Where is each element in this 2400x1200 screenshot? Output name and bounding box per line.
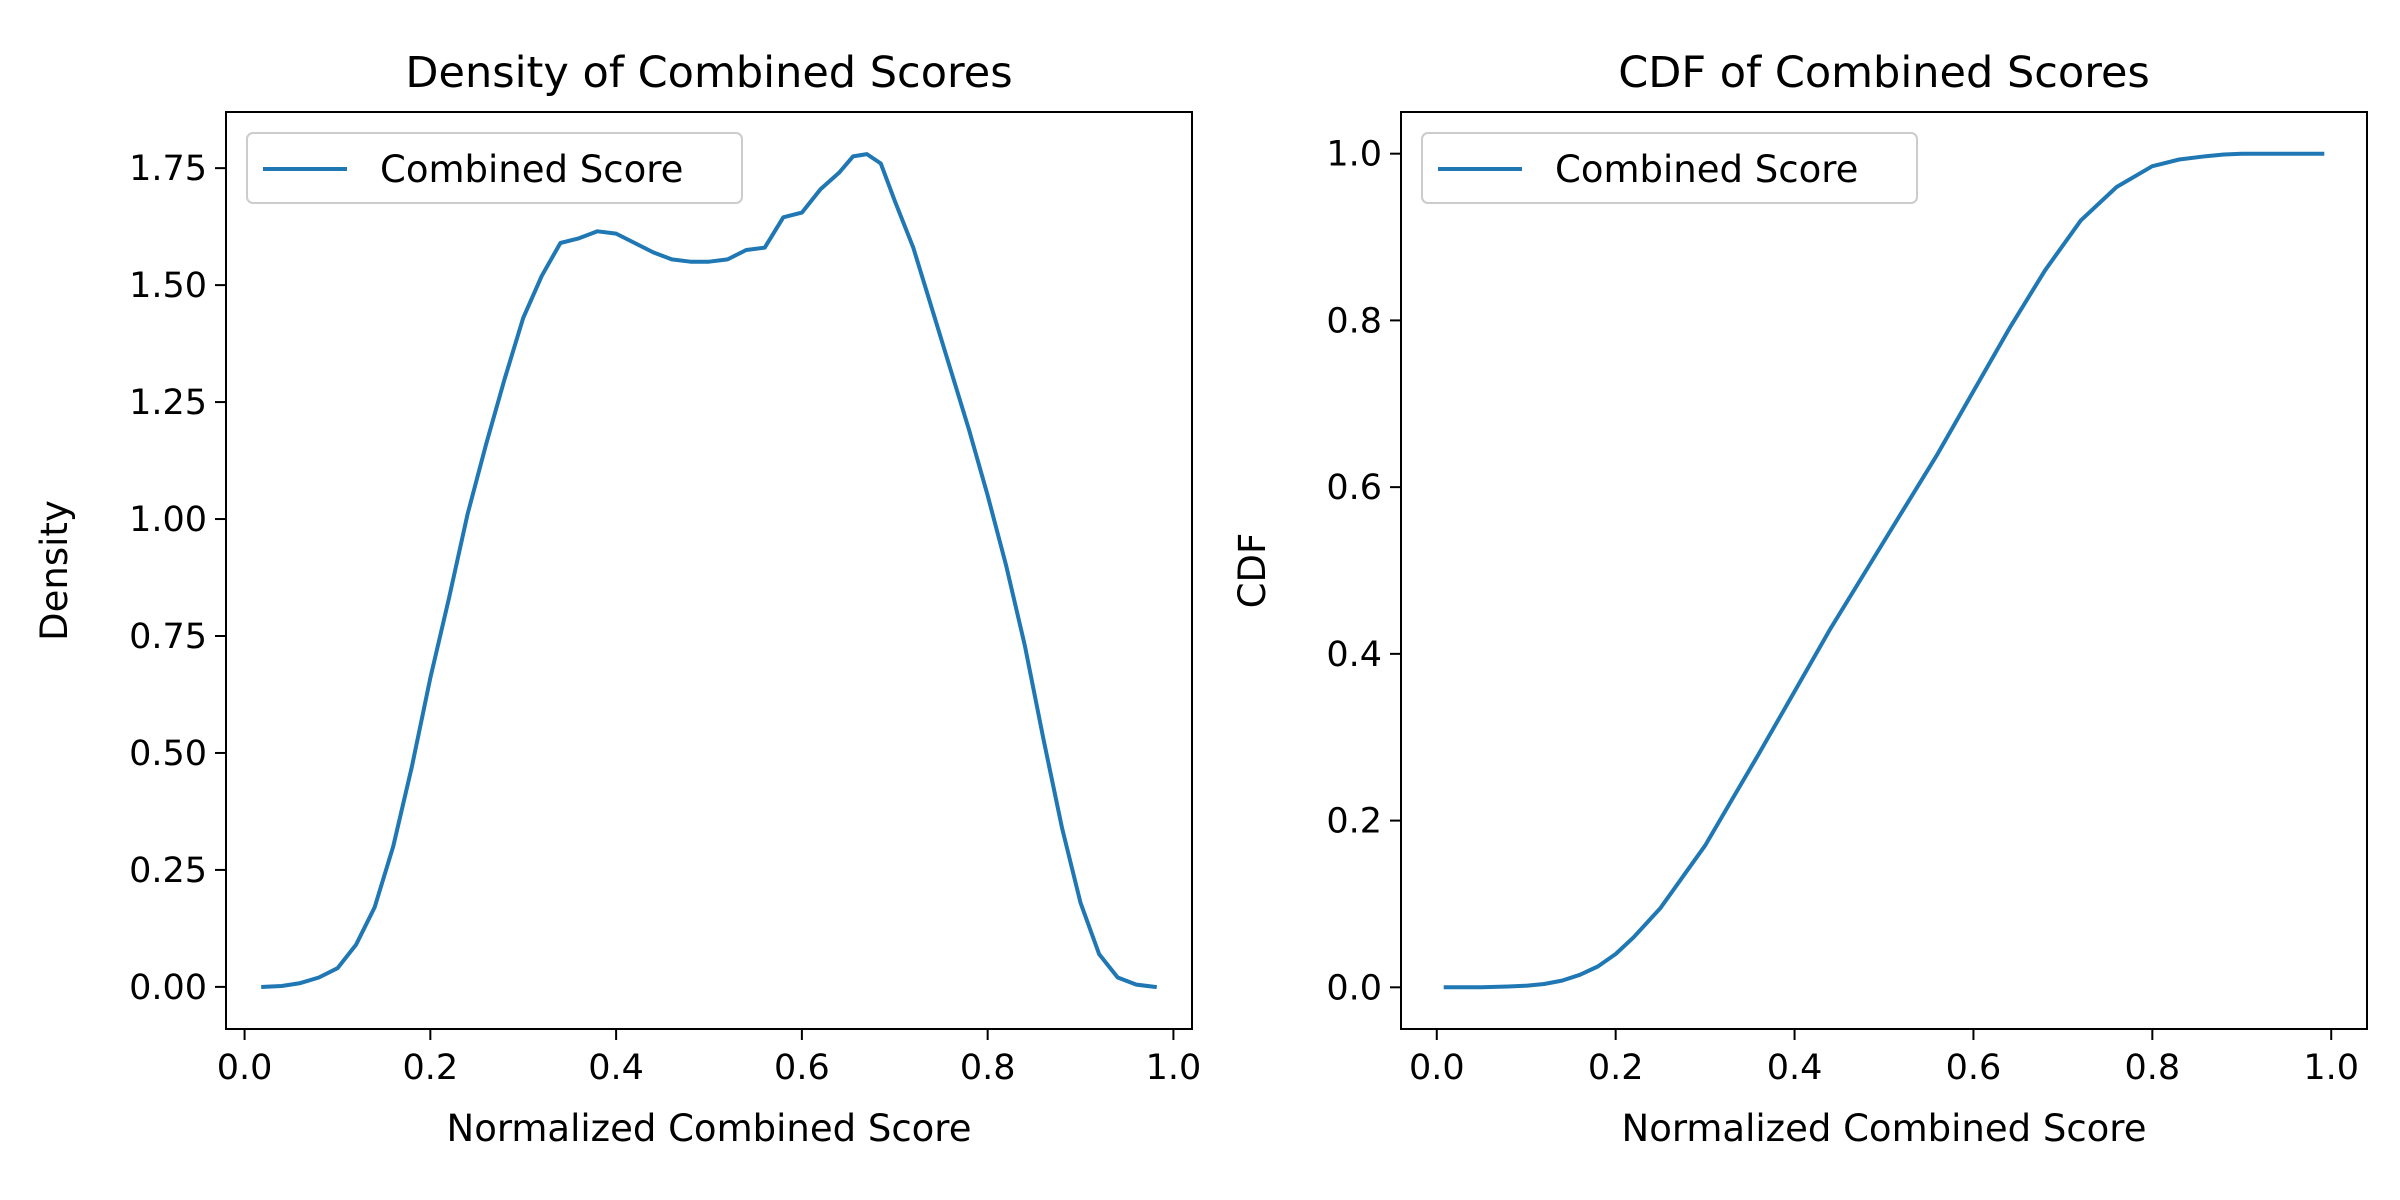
cdf-chart: CDF of Combined Scores 0.0 0.2 0.4 0.6 0.8 1.0… [1231, 48, 2368, 1150]
cdf-y-tick-label: 1.0 [1326, 135, 1382, 175]
density-x-tick-label: 0.0 [217, 1048, 273, 1088]
density-y-tick-label: 0.75 [129, 617, 207, 657]
cdf-y-tick-label: 0.6 [1326, 468, 1382, 508]
density-y-axis-label: Density [33, 500, 76, 641]
cdf-y-tick-label: 0.2 [1326, 802, 1382, 842]
density-legend-label: Combined Score [380, 148, 683, 191]
cdf-legend: Combined Score [1421, 132, 1918, 204]
cdf-legend-box [1421, 132, 1918, 204]
cdf-y-tick-label: 0.4 [1326, 635, 1382, 675]
density-series-line [261, 152, 1158, 990]
cdf-legend-label: Combined Score [1555, 148, 1858, 191]
density-plot-frame [225, 111, 1193, 1030]
density-y-tick-label: 1.50 [129, 266, 207, 306]
density-x-tick-label: 1.0 [1146, 1048, 1202, 1088]
density-x-tick-label: 0.4 [588, 1048, 644, 1088]
cdf-chart-title: CDF of Combined Scores [1618, 48, 2150, 98]
density-y-tick-label: 1.75 [129, 149, 207, 189]
density-chart-title: Density of Combined Scores [405, 48, 1012, 98]
cdf-x-tick-label: 1.0 [2303, 1048, 2359, 1088]
density-legend: Combined Score [246, 132, 743, 204]
density-y-tick-label: 0.25 [129, 851, 207, 891]
cdf-x-tick-label: 0.4 [1767, 1048, 1823, 1088]
density-legend-box [246, 132, 743, 204]
cdf-y-tick-label: 0.0 [1326, 968, 1382, 1008]
cdf-y-tick-label: 0.8 [1326, 301, 1382, 341]
cdf-series-line [1443, 151, 2325, 990]
cdf-x-axis-label: Normalized Combined Score [1622, 1107, 2147, 1150]
cdf-x-tick-label: 0.2 [1588, 1048, 1644, 1088]
density-x-tick-label: 0.8 [960, 1048, 1016, 1088]
density-y-tick-label: 1.00 [129, 500, 207, 540]
cdf-x-tick-label: 0.6 [1946, 1048, 2002, 1088]
density-x-tick-label: 0.6 [774, 1048, 830, 1088]
density-y-tick-label: 0.50 [129, 734, 207, 774]
density-x-axis-label: Normalized Combined Score [447, 1107, 972, 1150]
density-x-tick-label: 0.2 [403, 1048, 459, 1088]
cdf-x-tick-label: 0.8 [2124, 1048, 2180, 1088]
density-y-tick-label: 0.00 [129, 968, 207, 1008]
cdf-y-axis-label: CDF [1231, 533, 1274, 609]
cdf-plot-frame [1400, 111, 2368, 1030]
density-chart: Density of Combined Scores 0.0 0.2 0.4 0.6 0.… [33, 48, 1201, 1150]
cdf-x-tick-label: 0.0 [1409, 1048, 1465, 1088]
density-y-tick-label: 1.25 [129, 383, 207, 423]
